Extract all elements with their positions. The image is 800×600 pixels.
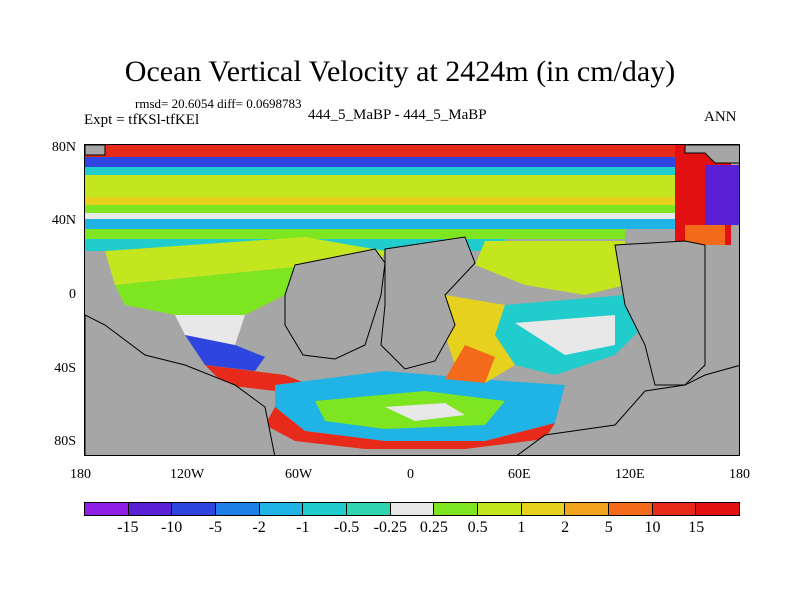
colorbar-label: -0.5 [333,519,360,536]
lon-label: 120E [615,467,645,482]
colorbar-swatch [172,503,217,515]
colorbar-swatch [521,503,566,515]
colorbar-label: 2 [561,519,570,536]
colorbar-swatch [652,503,697,515]
lat-label: 0 [69,287,76,302]
colorbar-label: 0.5 [467,519,488,536]
colorbar-swatch [85,503,129,515]
colorbar-label: 1 [517,519,526,536]
colorbar-swatch [478,503,522,515]
colorbar-swatch [216,503,260,515]
colorbar-label: -15 [117,519,139,536]
lon-label: 60E [508,467,531,482]
case-label: 444_5_MaBP - 444_5_MaBP [308,107,487,123]
colorbar-label: -1 [296,519,310,536]
season-label: ANN [704,109,737,125]
colorbar-swatch [696,503,740,515]
colorbar-swatch [259,503,304,515]
land-masses [85,145,739,455]
lat-label: 40N [51,213,76,228]
lat-label: 40S [54,361,76,376]
lat-label: 80N [51,140,76,155]
stats-label: rmsd= 20.6054 diff= 0.0698783 [135,96,302,111]
lon-label: 120W [170,467,205,482]
map-field [85,145,739,455]
map-title: Ocean Vertical Velocity at 2424m (in cm/… [124,55,676,88]
colorbar-label: -10 [160,519,183,536]
colorbar-label: -2 [252,519,266,536]
colorbar-swatch [565,503,610,515]
colorbar-swatch [128,503,173,515]
map-plot [84,144,740,456]
ocean-field [85,145,739,449]
colorbar-swatch [347,503,391,515]
colorbar [84,502,740,516]
lon-label: 180 [70,467,91,482]
lon-label: 0 [407,467,414,482]
colorbar-label: 0.25 [419,519,448,536]
colorbar-label: 10 [644,519,661,536]
experiment-label: Expt = tfKSl-tfKEl [84,112,200,128]
colorbar-swatch [390,503,435,515]
colorbar-swatch [434,503,479,515]
lon-label: 60W [285,467,313,482]
colorbar-label: -0.25 [373,519,407,536]
lon-label: 180 [729,467,750,482]
colorbar-label: 5 [604,519,613,536]
colorbar-label: 15 [688,519,705,536]
colorbar-label: -5 [208,519,223,536]
lat-label: 80S [54,434,76,449]
colorbar-swatch [609,503,653,515]
colorbar-swatch [303,503,348,515]
